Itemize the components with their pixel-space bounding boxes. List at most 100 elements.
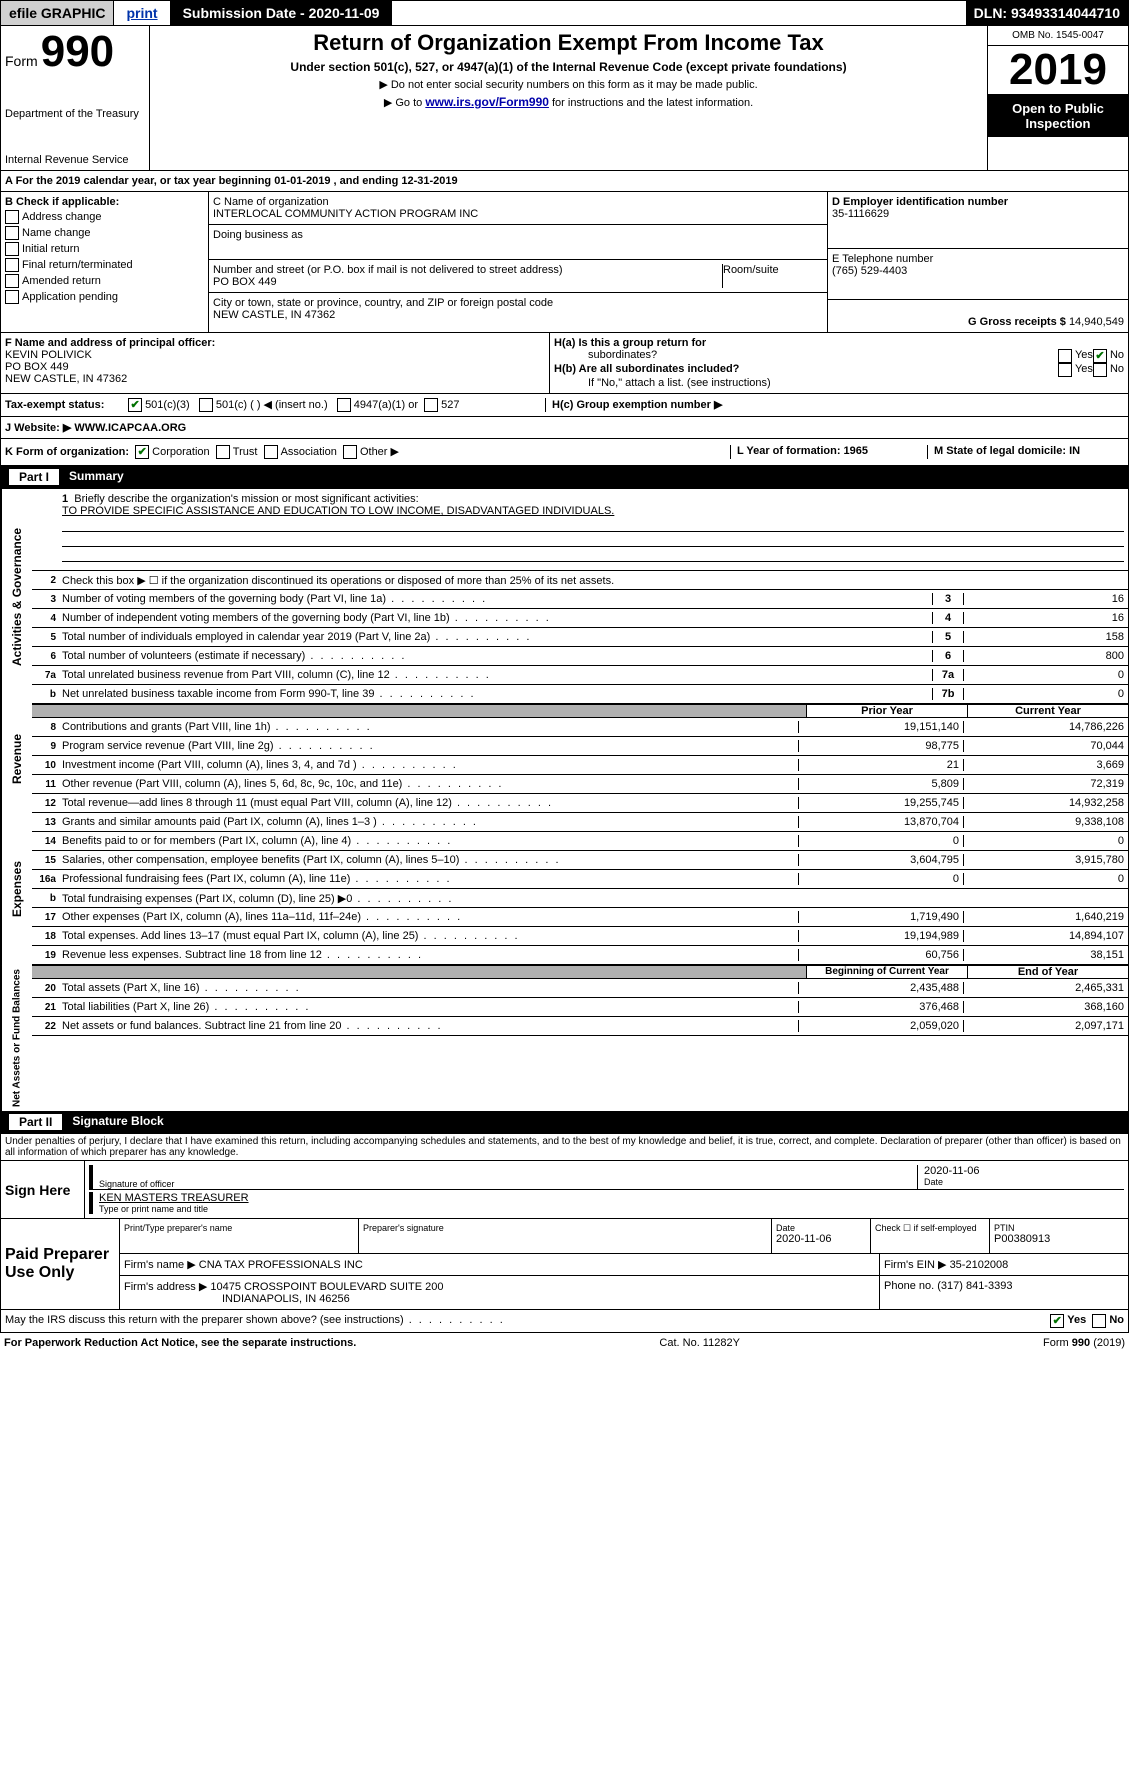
firm-name: CNA TAX PROFESSIONALS INC — [199, 1259, 363, 1271]
self-employed-label: Check ☐ if self-employed — [871, 1219, 990, 1253]
topbar: efile GRAPHIC print Submission Date - 20… — [0, 0, 1129, 26]
firm-name-label: Firm's name ▶ — [124, 1259, 196, 1271]
discuss-no-checkbox[interactable] — [1092, 1314, 1106, 1328]
k-assoc-checkbox[interactable] — [264, 445, 278, 459]
k-trust: Trust — [233, 446, 258, 458]
firm-addr2: INDIANAPOLIS, IN 46256 — [124, 1293, 350, 1305]
head-prior: Prior Year — [806, 705, 967, 717]
form-word: Form — [5, 53, 38, 69]
officer-city: NEW CASTLE, IN 47362 — [5, 373, 545, 385]
i-527: 527 — [441, 399, 459, 411]
i-501c3-checkbox[interactable]: ✔ — [128, 398, 142, 412]
j-label: J Website: ▶ — [5, 422, 71, 434]
g-label: G Gross receipts $ — [968, 316, 1066, 328]
checkbox-initial-return[interactable] — [5, 242, 19, 256]
website-value: WWW.ICAPCAA.ORG — [74, 422, 186, 434]
summary-line: 6Total number of volunteers (estimate if… — [32, 647, 1128, 666]
part-i-header: Part I Summary — [0, 466, 1129, 489]
discuss-yes-checkbox[interactable]: ✔ — [1050, 1314, 1064, 1328]
i-501c3: 501(c)(3) — [145, 399, 190, 411]
perjury-declaration: Under penalties of perjury, I declare th… — [0, 1134, 1129, 1161]
k-other-checkbox[interactable] — [343, 445, 357, 459]
prep-date: 2020-11-06 — [776, 1233, 866, 1245]
i-501c: 501(c) ( ) ◀ (insert no.) — [216, 399, 328, 411]
discuss-yes: Yes — [1067, 1314, 1086, 1328]
summary-line: 4Number of independent voting members of… — [32, 609, 1128, 628]
ha-no: No — [1110, 349, 1124, 363]
summary-line: 5Total number of individuals employed in… — [32, 628, 1128, 647]
i-527-checkbox[interactable] — [424, 398, 438, 412]
checkbox-final-return[interactable] — [5, 258, 19, 272]
hb-yes: Yes — [1075, 363, 1093, 377]
ha-sub: subordinates? — [554, 349, 1058, 363]
summary-line: 21Total liabilities (Part X, line 26)376… — [32, 998, 1128, 1017]
omb-number: OMB No. 1545-0047 — [988, 26, 1128, 46]
checkbox-name-change[interactable] — [5, 226, 19, 240]
i-501c-checkbox[interactable] — [199, 398, 213, 412]
hb-no-checkbox[interactable] — [1093, 363, 1107, 377]
summary-line: 22Net assets or fund balances. Subtract … — [32, 1017, 1128, 1036]
hb-no: No — [1110, 363, 1124, 377]
k-trust-checkbox[interactable] — [216, 445, 230, 459]
i-4947-checkbox[interactable] — [337, 398, 351, 412]
part-ii-title: Signature Block — [72, 1114, 163, 1130]
line-a-tax-year: A For the 2019 calendar year, or tax yea… — [0, 171, 1129, 192]
side-label-expenses: Expenses — [1, 813, 32, 965]
firm-ein-label: Firm's EIN ▶ — [884, 1259, 947, 1271]
main-title: Return of Organization Exempt From Incom… — [154, 30, 983, 56]
k-label: K Form of organization: — [5, 446, 129, 458]
summary-line: 14Benefits paid to or for members (Part … — [32, 832, 1128, 851]
head-end: End of Year — [967, 966, 1128, 978]
firm-addr: 10475 CROSSPOINT BOULEVARD SUITE 200 — [210, 1281, 443, 1293]
checkbox-app-pending[interactable] — [5, 290, 19, 304]
hb-note: If "No," attach a list. (see instruction… — [554, 377, 1124, 389]
phone-value: (765) 529-4403 — [832, 265, 1124, 277]
sign-date: 2020-11-06 — [924, 1165, 1124, 1177]
irs-label: Internal Revenue Service — [5, 154, 145, 166]
part-i-title: Summary — [69, 469, 124, 485]
summary-line: 16aProfessional fundraising fees (Part I… — [32, 870, 1128, 889]
goto-post: for instructions and the latest informat… — [549, 97, 753, 109]
opt-amended: Amended return — [22, 275, 101, 287]
summary-line: 8Contributions and grants (Part VIII, li… — [32, 718, 1128, 737]
city-val: NEW CASTLE, IN 47362 — [213, 309, 823, 321]
side-label-net-assets: Net Assets or Fund Balances — [1, 965, 32, 1111]
discuss-question: May the IRS discuss this return with the… — [5, 1314, 1050, 1328]
street-val: PO BOX 449 — [213, 276, 722, 288]
hb-yes-checkbox[interactable] — [1058, 363, 1072, 377]
gross-receipts: 14,940,549 — [1069, 316, 1124, 328]
officer-street: PO BOX 449 — [5, 361, 545, 373]
l1-label: Briefly describe the organization's miss… — [74, 493, 418, 505]
ha-yes-checkbox[interactable] — [1058, 349, 1072, 363]
summary-line: 17Other expenses (Part IX, column (A), l… — [32, 908, 1128, 927]
checkbox-amended[interactable] — [5, 274, 19, 288]
city-label: City or town, state or province, country… — [213, 297, 823, 309]
section-b-checkboxes: B Check if applicable: Address change Na… — [1, 192, 209, 332]
form990-link[interactable]: www.irs.gov/Form990 — [425, 95, 549, 109]
f-label: F Name and address of principal officer: — [5, 337, 545, 349]
dept-treasury: Department of the Treasury — [5, 108, 145, 120]
ha-no-checkbox[interactable]: ✔ — [1093, 349, 1107, 363]
i-label: Tax-exempt status: — [5, 399, 125, 411]
k-other: Other ▶ — [360, 446, 399, 458]
summary-line: 7aTotal unrelated business revenue from … — [32, 666, 1128, 685]
org-name: INTERLOCAL COMMUNITY ACTION PROGRAM INC — [213, 208, 823, 220]
opt-initial: Initial return — [22, 243, 79, 255]
k-corp-checkbox[interactable]: ✔ — [135, 445, 149, 459]
head-current: Current Year — [967, 705, 1128, 717]
checkbox-address-change[interactable] — [5, 210, 19, 224]
side-label-governance: Activities & Governance — [1, 489, 32, 704]
e-phone-label: E Telephone number — [832, 253, 1124, 265]
footer-cat: Cat. No. 11282Y — [356, 1337, 1043, 1349]
print-link[interactable]: print — [114, 1, 170, 25]
footer-form: Form 990 (2019) — [1043, 1337, 1125, 1349]
sign-here-label: Sign Here — [1, 1161, 85, 1218]
ptin-label: PTIN — [994, 1223, 1124, 1233]
part-ii-label: Part II — [9, 1114, 62, 1130]
header: Form 990 Department of the Treasury Inte… — [0, 26, 1129, 171]
summary-line: 20Total assets (Part X, line 16)2,435,48… — [32, 979, 1128, 998]
l-year-formation: L Year of formation: 1965 — [737, 445, 868, 457]
ein-value: 35-1116629 — [832, 208, 1124, 220]
form-number: 990 — [41, 27, 114, 76]
summary-line: 13Grants and similar amounts paid (Part … — [32, 813, 1128, 832]
